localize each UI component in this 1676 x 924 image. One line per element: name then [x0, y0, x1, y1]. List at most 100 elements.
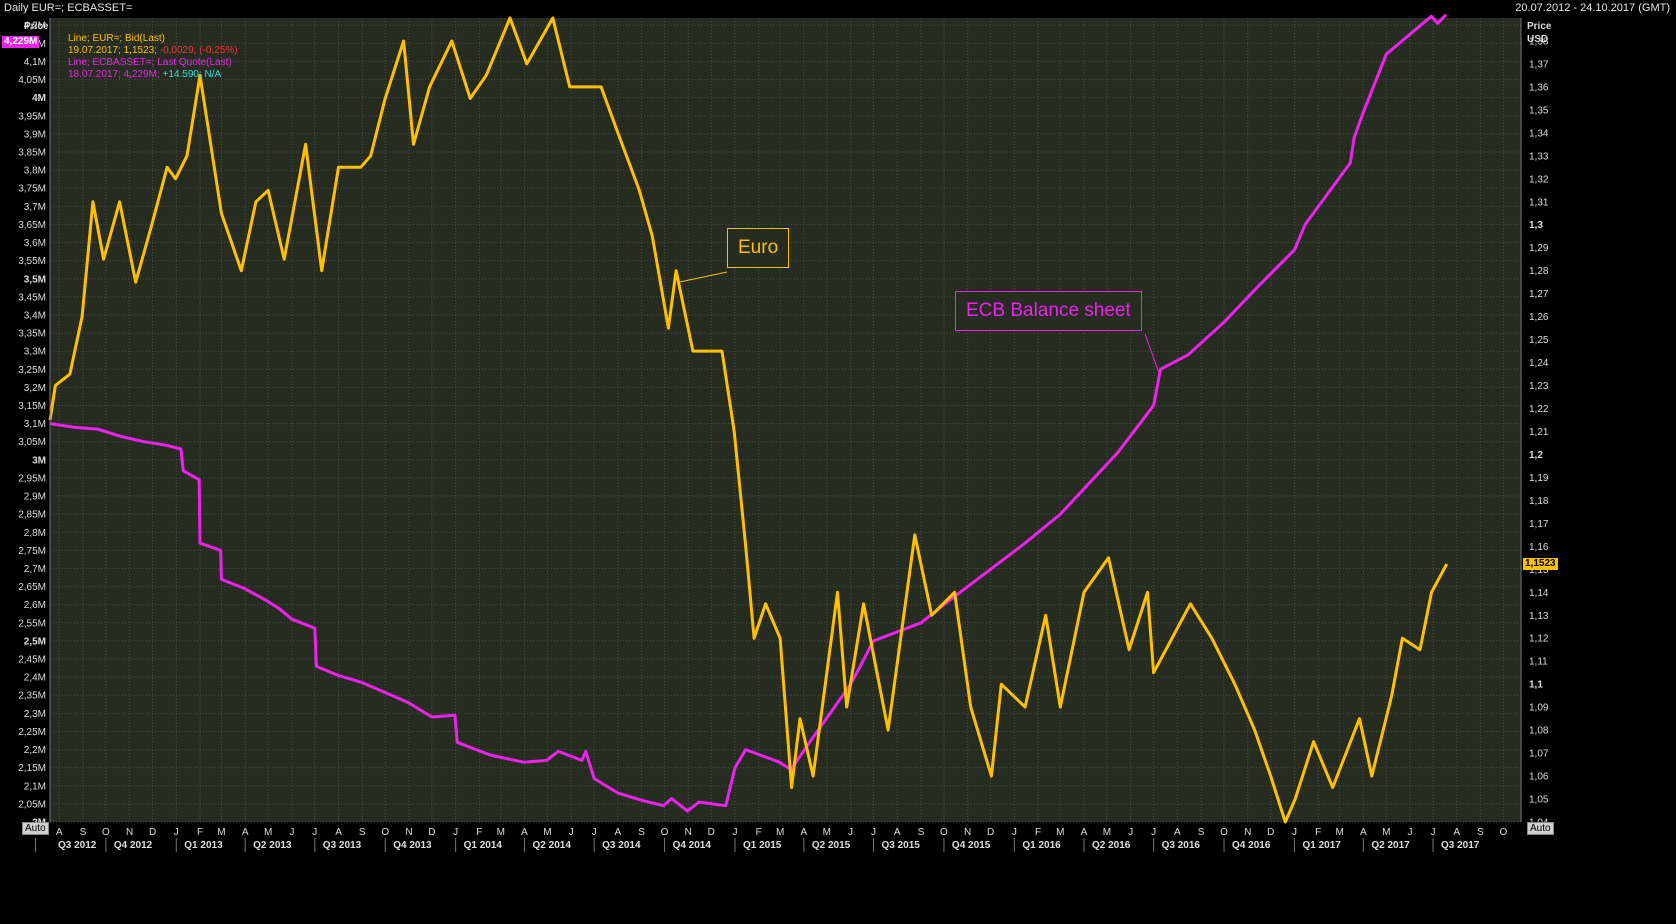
month-tick-label: O	[381, 827, 389, 838]
left-tick-label: 3,4M	[24, 310, 46, 321]
left-tick-label: 3,7M	[24, 202, 46, 213]
right-last-value-badge: 1,1523	[1523, 558, 1558, 571]
legend-ecb-series[interactable]: Line; ECBASSET=; Last Quote(Last)	[68, 57, 232, 68]
quarter-label: Q4 2013	[393, 840, 432, 851]
right-tick-label: 1,08	[1529, 726, 1549, 737]
left-axis-title: Price	[24, 21, 49, 32]
right-tick-label: 1,18	[1529, 496, 1549, 507]
euro-line	[48, 16, 1449, 824]
month-tick-label: J	[453, 827, 458, 838]
left-tick-label: 3,95M	[18, 111, 46, 122]
left-tick-label: 4,1M	[24, 57, 46, 68]
date-range: 20.07.2012 - 24.10.2017 (GMT)	[1515, 2, 1670, 14]
month-tick-label: S	[918, 827, 925, 838]
left-tick-label: 3,1M	[24, 419, 46, 430]
month-tick-label: A	[242, 827, 249, 838]
right-tick-label: 1,06	[1529, 772, 1549, 783]
right-axis-unit: USD	[1527, 34, 1548, 45]
month-tick-label: J	[289, 827, 294, 838]
month-tick-label: M	[776, 827, 784, 838]
month-tick-label: A	[335, 827, 342, 838]
month-tick-label: J	[732, 827, 737, 838]
left-axis[interactable]: Price2M2,05M2,1M2,15M2,2M2,25M2,3M2,35M2…	[18, 21, 49, 829]
month-tick-label: O	[661, 827, 669, 838]
right-auto-scale-button[interactable]: Auto	[1527, 822, 1554, 835]
euro-series-layer	[48, 16, 1449, 824]
quarter-label: Q2 2017	[1371, 840, 1410, 851]
right-tick-label: 1,38	[1529, 36, 1549, 47]
quarter-label: Q3 2017	[1441, 840, 1480, 851]
left-tick-label: 4M	[32, 93, 46, 104]
month-tick-label: F	[197, 827, 203, 838]
left-tick-label: 4,2M	[24, 21, 46, 32]
left-last-value-badge: 4,229M	[2, 36, 40, 48]
quarter-label: Q2 2013	[253, 840, 292, 851]
month-tick-label: J	[592, 827, 597, 838]
left-tick-label: 3,55M	[18, 256, 46, 267]
month-tick-label: M	[264, 827, 272, 838]
month-tick-label: A	[615, 827, 622, 838]
month-tick-label: M	[1103, 827, 1111, 838]
month-tick-label: N	[126, 827, 133, 838]
quarter-label: Q3 2012	[58, 840, 97, 851]
quarter-label: Q1 2017	[1302, 840, 1341, 851]
right-tick-label: 1,19	[1529, 473, 1549, 484]
month-tick-label: S	[1198, 827, 1205, 838]
month-tick-label: J	[1128, 827, 1133, 838]
month-tick-label: A	[56, 827, 63, 838]
left-tick-label: 2,75M	[18, 546, 46, 557]
ecb-connector	[1144, 333, 1160, 374]
left-tick-label: 2,15M	[18, 763, 46, 774]
quarter-label: Q3 2015	[882, 840, 921, 851]
left-tick-label: 3,15M	[18, 401, 46, 412]
quarter-label: Q2 2014	[533, 840, 572, 851]
right-tick-label: 1,26	[1529, 312, 1549, 323]
month-tick-label: F	[1035, 827, 1041, 838]
month-tick-label: S	[638, 827, 645, 838]
right-tick-label: 1,12	[1529, 634, 1549, 645]
month-tick-label: A	[1081, 827, 1088, 838]
right-tick-label: 1,28	[1529, 266, 1549, 277]
month-tick-label: O	[1500, 827, 1508, 838]
right-tick-label: 1,29	[1529, 243, 1549, 254]
quarter-label: Q1 2016	[1022, 840, 1061, 851]
left-tick-label: 3,05M	[18, 437, 46, 448]
left-auto-scale-button[interactable]: Auto	[22, 822, 49, 835]
quarter-label: Q4 2015	[952, 840, 991, 851]
right-axis[interactable]: PriceUSD1,041,051,061,071,081,091,11,111…	[1527, 21, 1552, 829]
left-tick-label: 3,9M	[24, 129, 46, 140]
right-tick-label: 1,35	[1529, 105, 1549, 116]
month-tick-label: F	[476, 827, 482, 838]
left-tick-label: 2,65M	[18, 582, 46, 593]
quarter-label: Q3 2014	[602, 840, 641, 851]
left-tick-label: 3,2M	[24, 383, 46, 394]
month-tick-label: J	[1292, 827, 1297, 838]
euro-annotation[interactable]: Euro	[727, 228, 790, 268]
right-tick-label: 1,15	[1529, 565, 1549, 576]
ecb-balance-sheet-line	[49, 13, 1448, 813]
month-tick-label: D	[428, 827, 435, 838]
quarter-label: Q2 2016	[1092, 840, 1131, 851]
ecb-annotation[interactable]: ECB Balance sheet	[955, 291, 1142, 331]
quarter-label: Q1 2013	[184, 840, 223, 851]
month-tick-label: S	[80, 827, 87, 838]
left-tick-label: 3,85M	[18, 148, 46, 159]
month-tick-label: N	[964, 827, 971, 838]
left-tick-label: 2,05M	[18, 799, 46, 810]
quarter-label: Q1 2014	[464, 840, 503, 851]
left-tick-label: 2,3M	[24, 709, 46, 720]
left-tick-label: 2,9M	[24, 492, 46, 503]
euro-connector	[679, 271, 728, 283]
legend-euro-change: -0,0029; (-0,25%)	[159, 45, 238, 56]
month-tick-label: J	[174, 827, 179, 838]
right-tick-label: 1,16	[1529, 542, 1549, 553]
quarter-label: Q4 2014	[673, 840, 712, 851]
legend-euro-series[interactable]: Line; EUR=; Bid(Last)	[68, 33, 165, 44]
right-tick-label: 1,05	[1529, 795, 1549, 806]
right-tick-label: 1,37	[1529, 59, 1549, 70]
right-tick-label: 1,21	[1529, 427, 1549, 438]
right-tick-label: 1,17	[1529, 519, 1549, 530]
left-tick-label: 3,3M	[24, 347, 46, 358]
